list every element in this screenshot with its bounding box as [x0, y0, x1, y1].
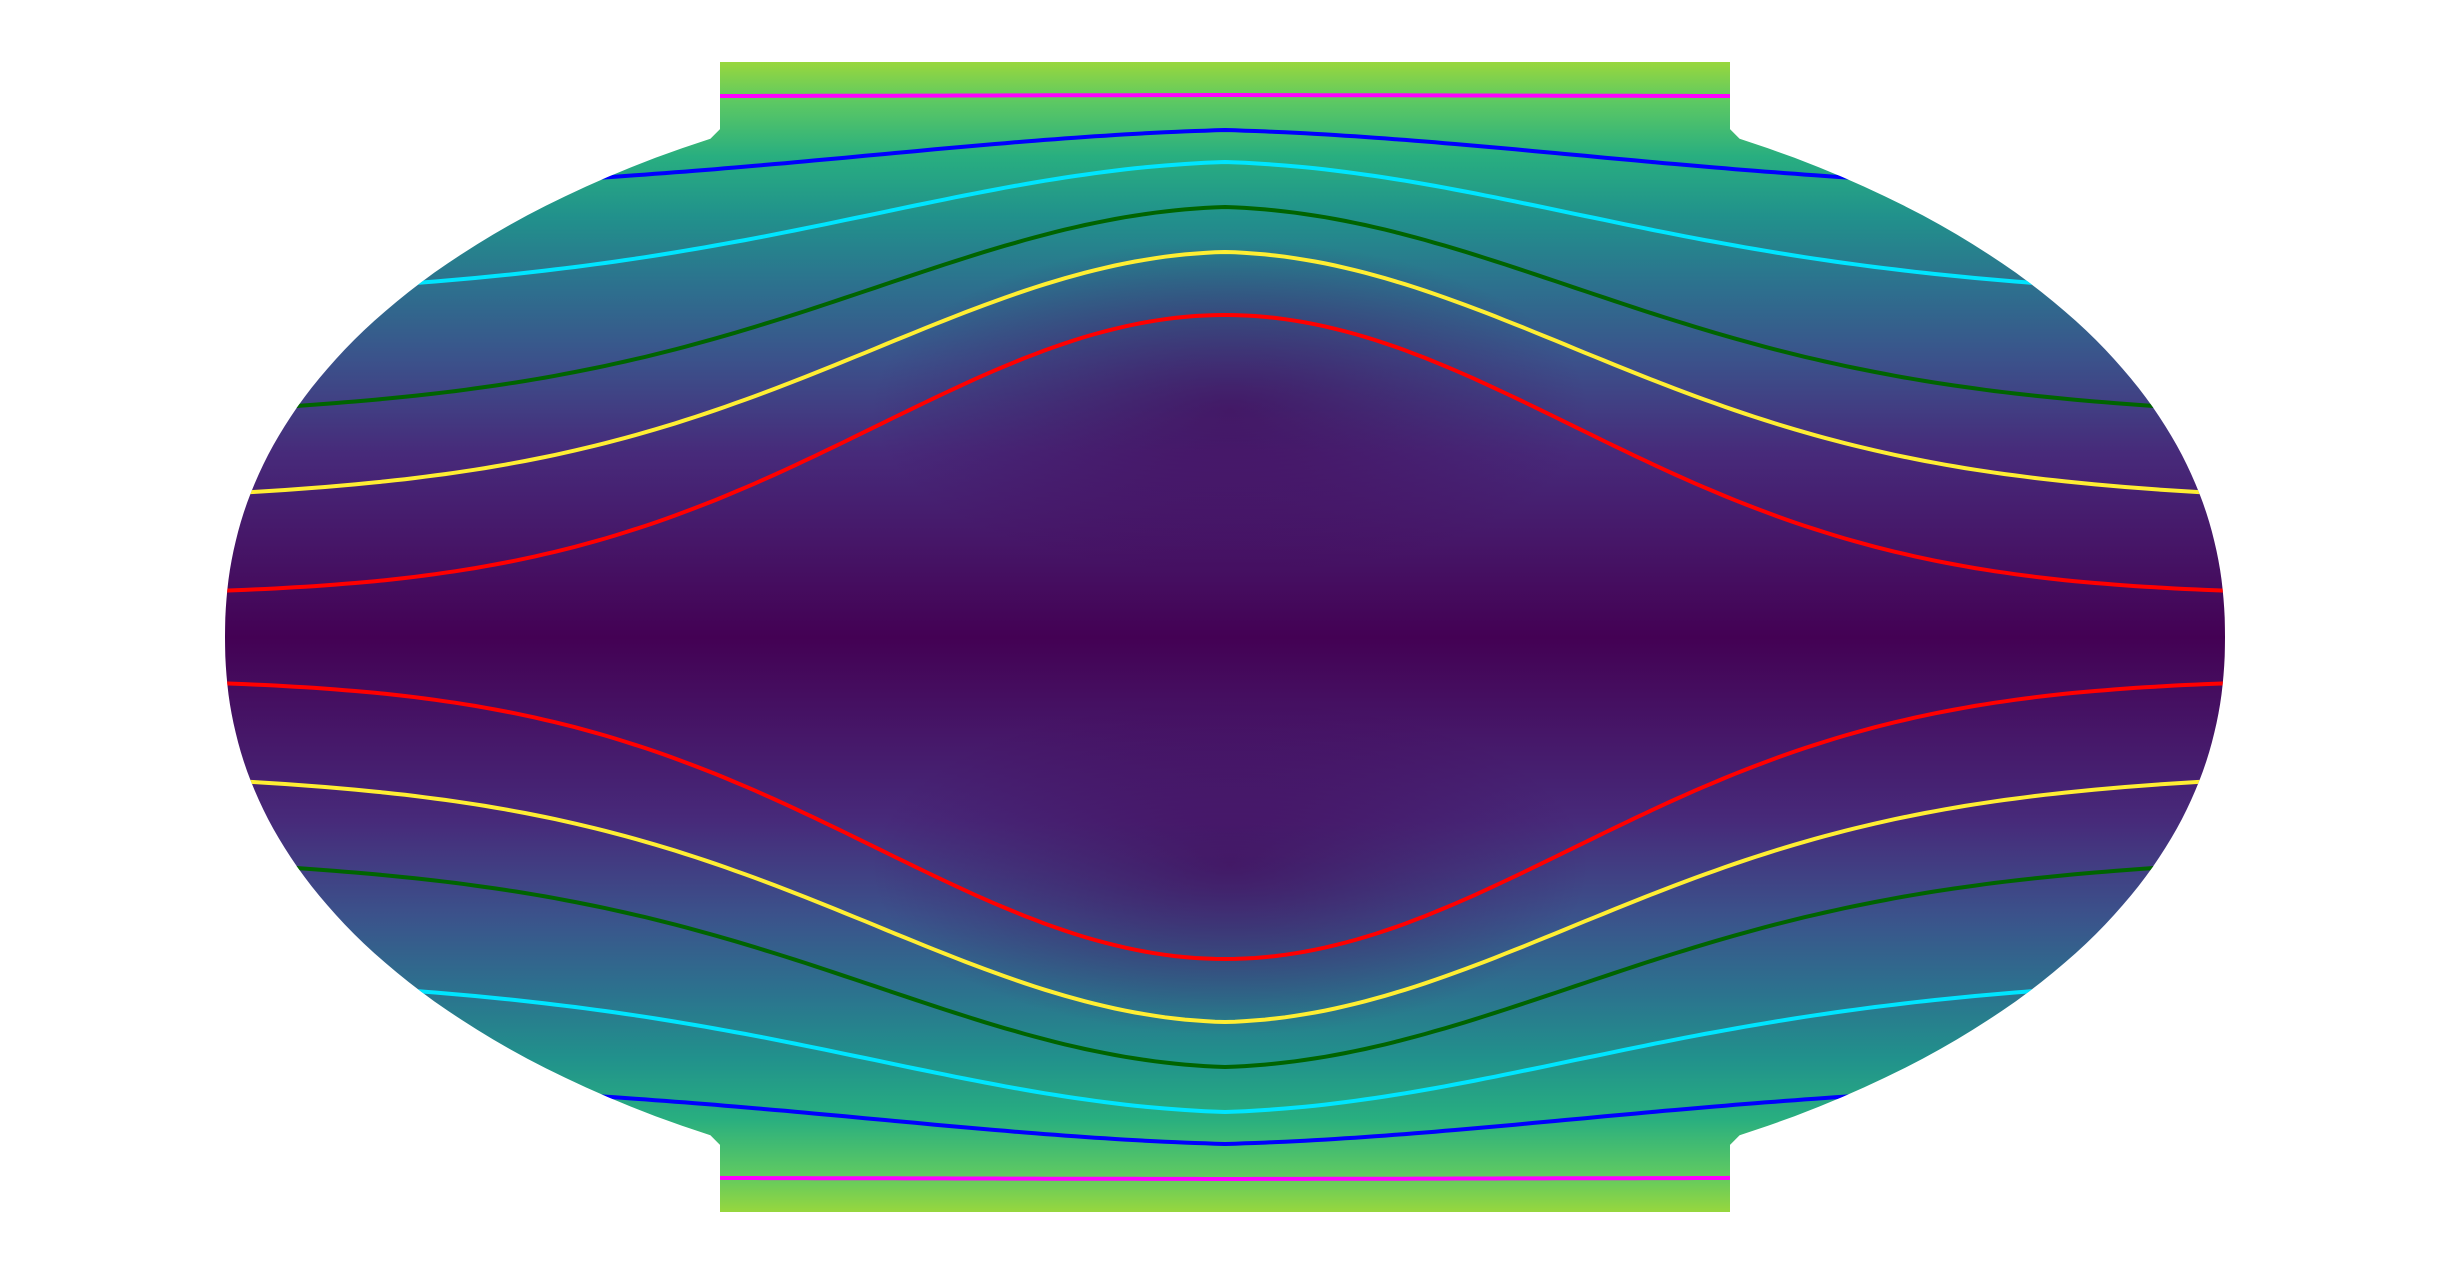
cyan-contour-south	[225, 977, 2225, 1115]
magenta-contour-north	[225, 93, 2225, 99]
red-contour-north	[225, 312, 2225, 593]
green-contour-south	[225, 861, 2225, 1070]
lower-minimum-region	[870, 695, 1590, 1035]
yellow-contour-north	[225, 249, 2225, 496]
yellow-contour-south	[225, 778, 2225, 1025]
red-contour-south	[225, 681, 2225, 962]
upper-minimum-region	[870, 240, 1590, 580]
cyan-contour-north	[225, 159, 2225, 297]
green-contour-north	[225, 204, 2225, 413]
magenta-contour-south	[225, 1175, 2225, 1181]
